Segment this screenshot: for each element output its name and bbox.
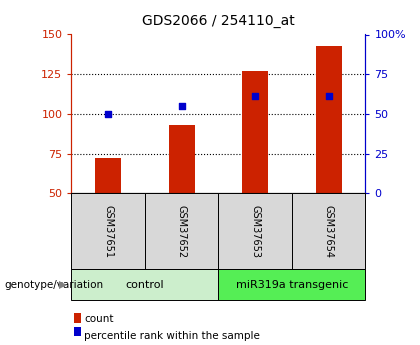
Bar [218, 193, 292, 269]
Bar [145, 193, 218, 269]
Text: percentile rank within the sample: percentile rank within the sample [84, 331, 260, 341]
Point [105, 111, 112, 117]
Text: miR319a transgenic: miR319a transgenic [236, 280, 348, 289]
Text: GDS2066 / 254110_at: GDS2066 / 254110_at [142, 14, 295, 28]
Bar [169, 125, 194, 193]
Text: control: control [126, 280, 164, 289]
Text: GSM37653: GSM37653 [250, 205, 260, 258]
Bar [242, 71, 268, 193]
Text: count: count [84, 314, 113, 324]
Point [326, 93, 332, 99]
Bar [71, 193, 145, 269]
Text: GSM37654: GSM37654 [324, 205, 333, 258]
Point [252, 93, 259, 99]
Bar [71, 269, 218, 300]
Text: GSM37651: GSM37651 [103, 205, 113, 258]
Bar [95, 158, 121, 193]
Point [178, 103, 185, 109]
Text: GSM37652: GSM37652 [177, 205, 186, 258]
Bar [292, 193, 365, 269]
Text: genotype/variation: genotype/variation [4, 280, 103, 289]
Bar [218, 269, 365, 300]
Bar [316, 46, 341, 193]
